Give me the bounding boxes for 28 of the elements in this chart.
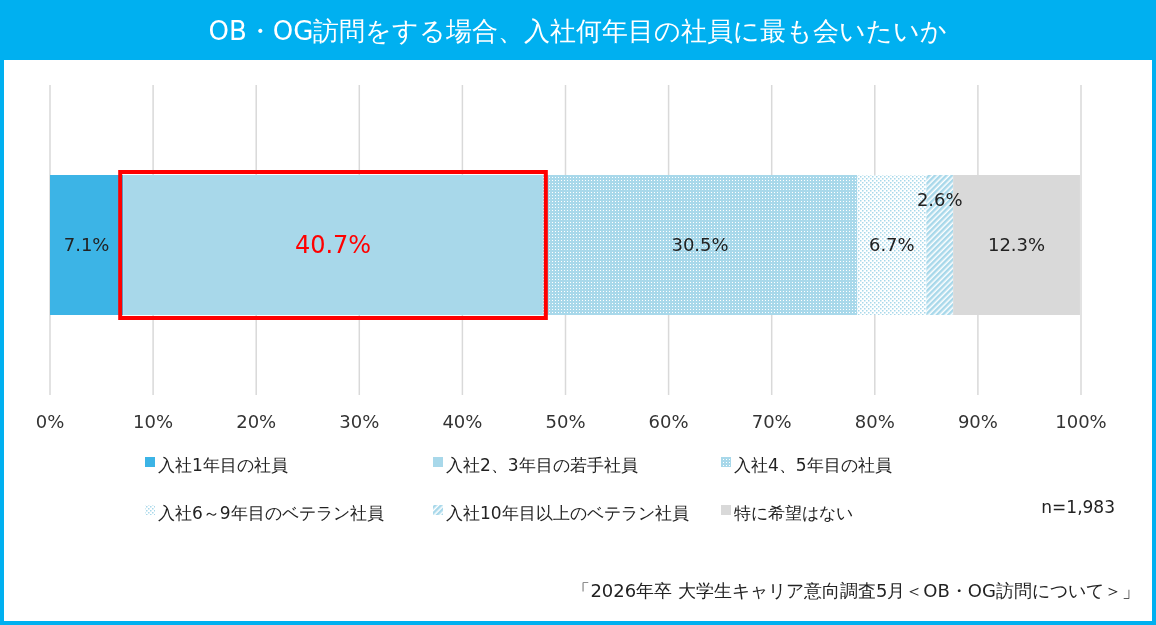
x-tick-label: 60% — [648, 411, 689, 433]
x-tick-label: 10% — [133, 411, 174, 433]
bar — [50, 175, 124, 315]
x-tick-label: 80% — [854, 411, 895, 433]
data-label: 7.1% — [63, 234, 110, 256]
x-tick-label: 50% — [545, 411, 586, 433]
x-tick-label: 30% — [339, 411, 380, 433]
text: n=1,983 — [1041, 496, 1115, 517]
data-label: 2.6% — [916, 189, 963, 211]
x-tick-label: 70% — [751, 411, 792, 433]
legend-label: 入社2、3年目の若手社員 — [446, 454, 638, 475]
data-label: 6.7% — [868, 234, 915, 256]
legend-label: 入社6～9年目のベテラン社員 — [158, 502, 384, 523]
bar — [542, 175, 858, 315]
legend-label: 入社4、5年目の社員 — [734, 454, 892, 475]
x-tick-label: 90% — [957, 411, 998, 433]
legend-label: 入社10年目以上のベテラン社員 — [446, 502, 689, 523]
legend-label: 入社1年目の社員 — [158, 454, 288, 475]
x-tick-label: 20% — [236, 411, 277, 433]
chart-title: OB・OG訪問をする場合、入社何年目の社員に最も会いたいか — [208, 16, 948, 47]
data-label: 30.5% — [671, 234, 729, 256]
x-tick-label: 0% — [35, 411, 65, 433]
x-tick-label: 40% — [442, 411, 483, 433]
legend-label: 特に希望はない — [734, 502, 853, 523]
text: 「2026年卒 大学生キャリア意向調査5月＜OB・OG訪問について＞」 — [572, 580, 1140, 602]
data-label: 40.7% — [294, 231, 372, 260]
x-tick-label: 100% — [1055, 411, 1107, 433]
data-label: 12.3% — [987, 234, 1046, 256]
